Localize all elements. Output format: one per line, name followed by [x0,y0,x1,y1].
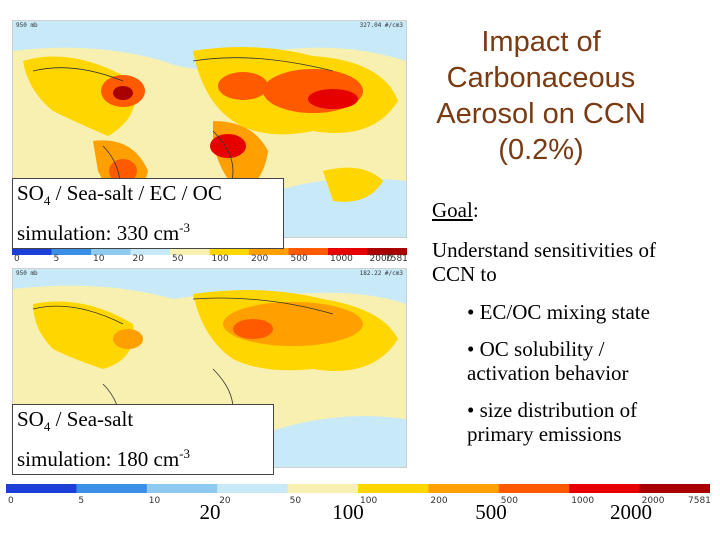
top-map-mean: 327.04 #/cm3 [359,22,403,29]
colorbar-segment [367,248,408,255]
bottom-map-level: 950 mb [16,270,38,277]
colorbar-tick-label: 100 [212,254,229,264]
bottom-colorbar-graphic: 0 5 10 20 50 100 200 500 1000 2000 7581.1 [6,484,720,506]
bottom-map-mean: 182.22 #/cm3 [359,270,403,277]
colorbar-tick-label: 5 [54,254,60,264]
colorbar-segment [328,248,368,255]
colorbar-tick-label: 1000 [330,254,353,264]
colorbar-tick-label: 500 [291,254,308,264]
colorbar-tick-label: 200 [430,496,447,504]
colorbar-tick-label: 0 [8,496,14,504]
bottom-label-sim: simulation: 180 cm [17,447,180,472]
colorbar-segment [428,484,500,493]
colorbar-segment [249,248,289,255]
large-tick-2000: 2000 [610,500,652,524]
bottom-label-sup: -3 [179,446,190,462]
colorbar-segment [209,248,250,255]
colorbar-segment [12,248,52,255]
colorbar-segment [569,484,641,493]
colorbar-tick-label: 2000 [642,496,665,504]
colorbar-tick-label: 1000 [571,496,594,504]
bottom-label-sub: 4 [43,419,51,435]
colorbar-segment [217,484,289,493]
colorbar-tick-label: 50 [290,496,302,504]
colorbar-tick-label: 7581.1 [385,254,407,264]
top-label-sim: simulation: 330 cm [17,221,180,246]
colorbar-tick-label: 10 [93,254,105,264]
colorbar-segment [498,484,570,493]
colorbar-segment [358,484,429,493]
top-map-level: 950 mb [16,22,38,29]
top-label-rest: / Sea-salt / EC / OC [50,181,222,205]
bullet-mixing-state: • EC/OC mixing state [467,300,650,324]
top-map-label: SO4 / Sea-salt / EC / OC simulation: 330… [12,178,284,250]
colorbar-tick-label: 5 [78,496,84,504]
colorbar-segment [287,484,359,493]
slide-title: Impact of Carbonaceous Aerosol on CCN (0… [436,26,646,166]
bottom-label-rest: / Sea-salt [50,407,134,431]
top-label-sub: 4 [43,193,51,209]
colorbar-tick-label: 100 [360,496,377,504]
goal-word: Goal [432,198,473,222]
colorbar-segment [6,484,77,493]
colorbar-tick-label: 500 [501,496,518,504]
bottom-label-species: SO [17,407,44,431]
large-tick-20: 20 [199,500,221,524]
colorbar-segment [130,248,171,255]
colorbar-segment [288,248,329,255]
bullet-oc-solubility: • OC solubility / activation behavior [467,337,629,385]
colorbar-tick-label: 7581.1 [688,496,710,504]
top-label-species: SO [17,181,44,205]
goal-colon: : [472,198,479,222]
top-label-sup: -3 [179,220,190,236]
goal-heading: Goal: [432,198,479,223]
colorbar-segment [91,248,131,255]
colorbar-tick-label: 20 [219,496,231,504]
bullet-size-distribution: • size distribution of primary emissions [467,398,638,446]
colorbar-tick-label: 200 [251,254,268,264]
colorbar-segment [639,484,711,493]
large-tick-100: 100 [332,500,364,524]
bottom-map-label: SO4 / Sea-salt simulation: 180 cm-3 [12,404,274,476]
colorbar-tick-label: 50 [172,254,184,264]
colorbar-segment [51,248,92,255]
sensitivities-text: Understand sensitivities of CCN to [432,238,656,286]
colorbar-tick-label: 2000 [370,254,393,264]
colorbar-tick-label: 10 [149,496,161,504]
bottom-colorbar: 0 5 10 20 50 100 200 500 1000 2000 7581.1 [6,484,720,506]
colorbar-tick-label: 0 [14,254,20,264]
colorbar-tick-label: 20 [133,254,145,264]
colorbar-segment [146,484,218,493]
colorbar-segment [76,484,148,493]
colorbar-segment [170,248,210,255]
large-tick-500: 500 [475,500,507,524]
